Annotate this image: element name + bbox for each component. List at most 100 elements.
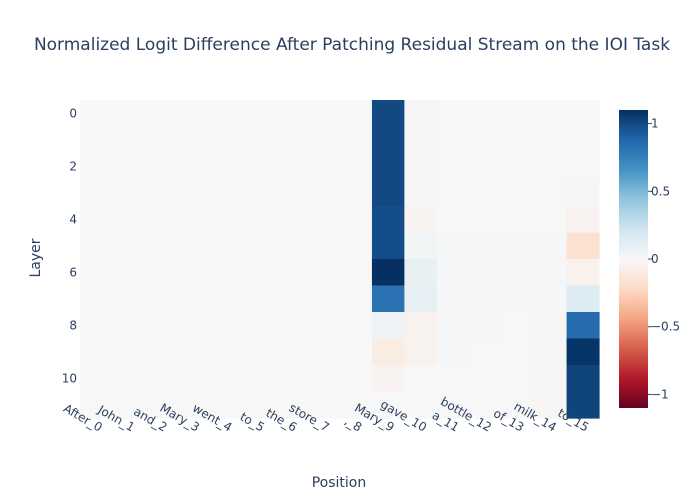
heatmap-cell	[469, 312, 503, 340]
heatmap-cell	[177, 126, 211, 154]
heatmap-cell	[80, 153, 114, 181]
heatmap-cell	[177, 259, 211, 287]
heatmap-cell	[501, 338, 535, 366]
heatmap-cell	[501, 232, 535, 260]
heatmap-cell	[534, 206, 568, 234]
heatmap-cell	[339, 391, 373, 419]
heatmap-cell	[404, 126, 438, 154]
heatmap-cell	[80, 312, 114, 340]
heatmap-cell	[209, 232, 243, 260]
heatmap-cell	[242, 179, 276, 207]
heatmap-cell	[274, 259, 308, 287]
heatmap-cell	[209, 100, 243, 128]
heatmap-cell	[144, 312, 178, 340]
heatmap-cell	[534, 338, 568, 366]
heatmap-cell	[307, 100, 341, 128]
heatmap-cells	[80, 100, 600, 419]
heatmap-cell	[436, 126, 470, 154]
heatmap-cell	[436, 232, 470, 260]
heatmap-cell	[177, 338, 211, 366]
heatmap-cell	[274, 312, 308, 340]
heatmap-cell	[371, 179, 405, 207]
heatmap-cell	[242, 365, 276, 393]
heatmap-cell	[242, 312, 276, 340]
heatmap-cell	[177, 312, 211, 340]
colorbar	[619, 110, 648, 408]
heatmap-cell	[209, 206, 243, 234]
heatmap-cell	[371, 153, 405, 181]
heatmap-cell	[274, 179, 308, 207]
heatmap-cell	[144, 206, 178, 234]
heatmap-cell	[501, 153, 535, 181]
heatmap-cell	[469, 206, 503, 234]
heatmap-cell	[371, 206, 405, 234]
heatmap-cell	[144, 338, 178, 366]
heatmap-cell	[339, 126, 373, 154]
heatmap-cell	[80, 100, 114, 128]
heatmap-cell	[469, 259, 503, 287]
heatmap-cell	[404, 312, 438, 340]
heatmap-cell	[469, 391, 503, 419]
heatmap-cell	[371, 100, 405, 128]
heatmap-cell	[209, 126, 243, 154]
heatmap-cell	[80, 391, 114, 419]
heatmap-cell	[242, 285, 276, 313]
heatmap-cell	[534, 285, 568, 313]
y-tick-label: 2	[69, 159, 77, 173]
heatmap-cell	[501, 312, 535, 340]
heatmap-cell	[80, 126, 114, 154]
heatmap-cell	[177, 100, 211, 128]
heatmap-cell	[307, 312, 341, 340]
heatmap-cell	[371, 312, 405, 340]
heatmap-cell	[177, 206, 211, 234]
heatmap-cell	[566, 179, 600, 207]
heatmap-cell	[80, 179, 114, 207]
heatmap-cell	[307, 126, 341, 154]
heatmap-cell	[209, 365, 243, 393]
heatmap-cell	[469, 126, 503, 154]
heatmap-cell	[112, 206, 146, 234]
heatmap-cell	[307, 285, 341, 313]
heatmap-cell	[339, 206, 373, 234]
heatmap-cell	[534, 179, 568, 207]
heatmap-cell	[80, 232, 114, 260]
heatmap-cell	[501, 391, 535, 419]
heatmap-cell	[566, 206, 600, 234]
heatmap-cell	[177, 285, 211, 313]
heatmap-cell	[112, 100, 146, 128]
heatmap-cell	[436, 206, 470, 234]
heatmap-cell	[144, 179, 178, 207]
heatmap-cell	[80, 285, 114, 313]
heatmap-cell	[469, 153, 503, 181]
x-axis-title: Position	[312, 475, 367, 491]
heatmap-cell	[566, 126, 600, 154]
heatmap-cell	[242, 206, 276, 234]
heatmap-cell	[274, 365, 308, 393]
heatmap-cell	[112, 285, 146, 313]
heatmap-cell	[339, 285, 373, 313]
heatmap-cell	[307, 179, 341, 207]
heatmap-cell	[404, 232, 438, 260]
heatmap-cell	[112, 232, 146, 260]
heatmap-cell	[501, 365, 535, 393]
y-axis-title: Layer	[28, 238, 44, 277]
heatmap-cell	[469, 285, 503, 313]
heatmap-cell	[534, 391, 568, 419]
heatmap-cell	[534, 312, 568, 340]
chart-title: Normalized Logit Difference After Patchi…	[34, 35, 670, 55]
heatmap-cell	[144, 153, 178, 181]
heatmap-cell	[274, 206, 308, 234]
heatmap-cell	[501, 126, 535, 154]
heatmap-cell	[112, 126, 146, 154]
heatmap-cell	[177, 365, 211, 393]
heatmap-cell	[339, 153, 373, 181]
heatmap-cell	[80, 206, 114, 234]
heatmap-cell	[242, 153, 276, 181]
heatmap-cell	[371, 285, 405, 313]
heatmap-cell	[274, 126, 308, 154]
heatmap-cell	[404, 153, 438, 181]
heatmap-cell	[436, 100, 470, 128]
heatmap-cell	[534, 153, 568, 181]
heatmap-cell	[436, 153, 470, 181]
heatmap-cell	[566, 232, 600, 260]
